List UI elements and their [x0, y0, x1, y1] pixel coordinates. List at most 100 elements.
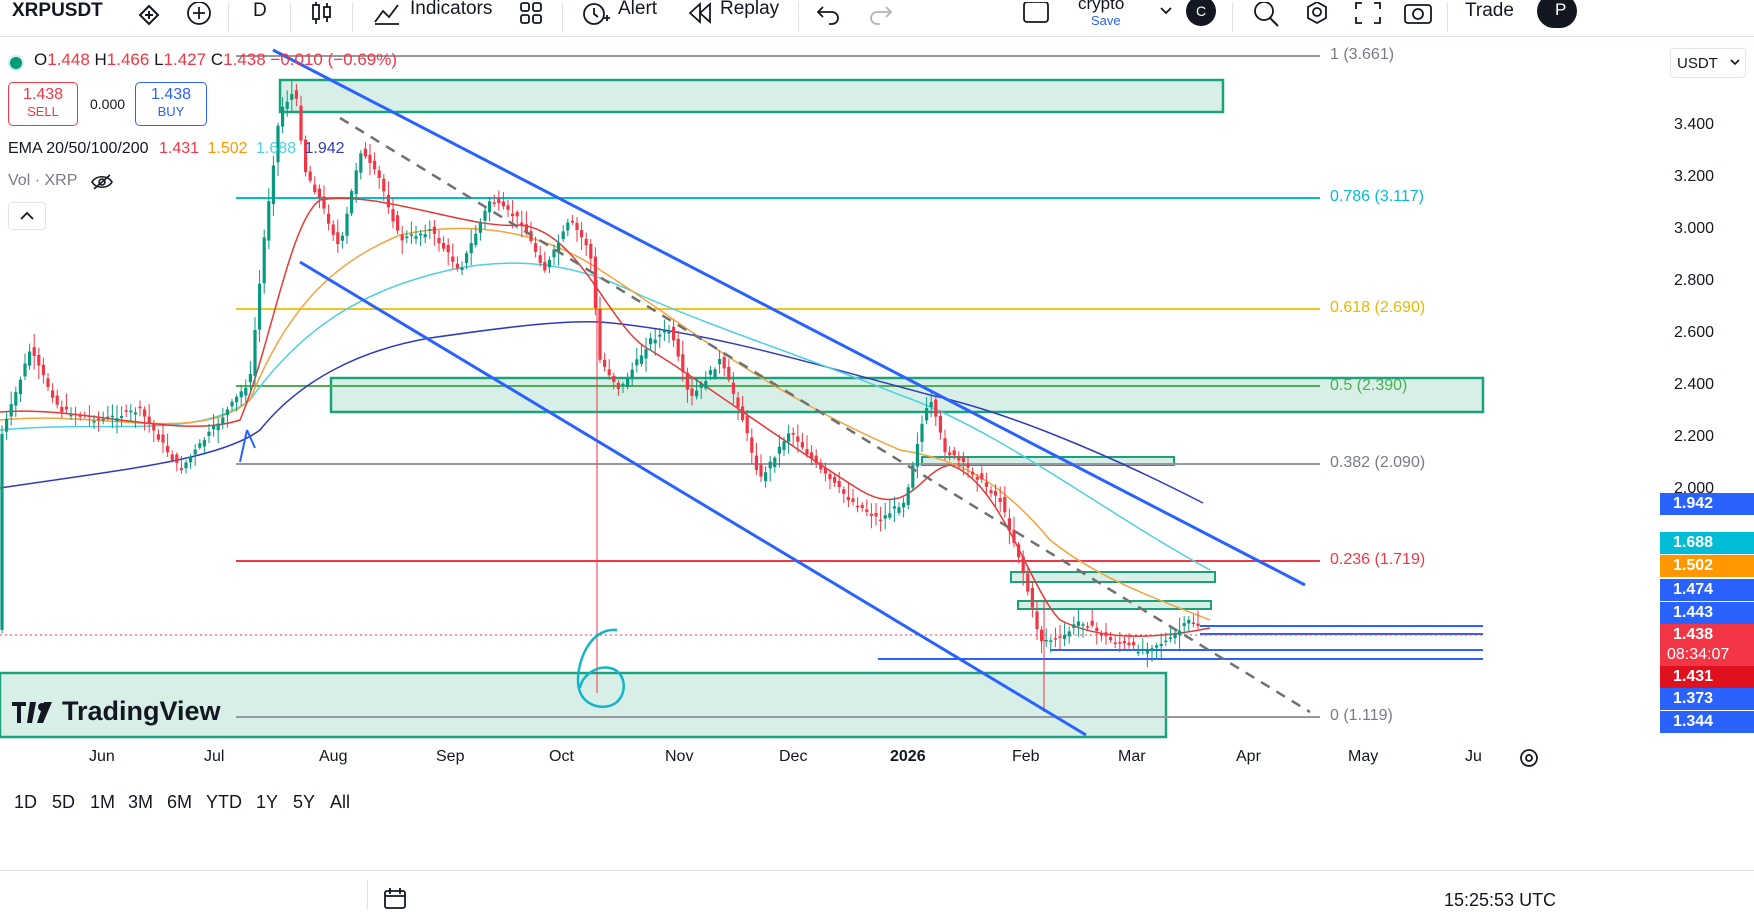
candle-body [621, 383, 625, 386]
candle-body [750, 437, 754, 453]
candle-body [649, 338, 653, 345]
candle-body [869, 513, 873, 516]
chart-pane[interactable]: TradingView [0, 40, 1660, 830]
candle-body [515, 212, 519, 217]
zone-1.7[interactable] [1010, 571, 1216, 583]
trade-button[interactable]: Trade [1465, 0, 1514, 21]
chart-type-button[interactable] [308, 0, 336, 34]
candle-body [322, 196, 326, 209]
templates-button[interactable] [517, 0, 547, 34]
utc-clock[interactable]: 15:25:53 UTC [1444, 890, 1557, 910]
market-status-dot[interactable] [8, 55, 24, 71]
candle-body [543, 262, 547, 271]
candle-body [1132, 642, 1136, 646]
handwritten-six-annotation[interactable] [576, 628, 625, 708]
goto-date-calendar-icon[interactable] [382, 886, 410, 912]
candle-body [1072, 624, 1076, 628]
candle-body [248, 373, 252, 383]
candle-body [1049, 640, 1053, 642]
save-link[interactable]: Save [1091, 13, 1121, 28]
undo-button[interactable] [815, 0, 843, 34]
range-button-6m[interactable]: 6M [167, 792, 193, 812]
eye-hidden-icon[interactable] [90, 172, 114, 192]
chevron-down-icon [1160, 7, 1172, 15]
candle-body [580, 230, 584, 238]
publish-button[interactable]: P [1537, 0, 1577, 28]
indicators-button[interactable]: Indicators [372, 0, 492, 34]
compare-symbol-button[interactable] [134, 0, 164, 34]
candle-body [308, 171, 312, 181]
candle-body [906, 487, 910, 505]
candle-body [235, 396, 239, 403]
candle-body [975, 476, 979, 480]
ema-legend[interactable]: EMA 20/50/100/200 1.431 1.502 1.688 1.94… [8, 140, 345, 158]
range-button-1d[interactable]: 1D [14, 792, 38, 812]
layout-menu-button[interactable] [1158, 4, 1174, 23]
interval-button[interactable]: D [253, 0, 267, 21]
redo-button[interactable] [866, 0, 894, 34]
range-button-5y[interactable]: 5Y [293, 792, 316, 812]
candle-body [368, 154, 372, 163]
currency-select[interactable]: USDT [1670, 48, 1746, 78]
ema-50-line [0, 227, 1211, 621]
channel-lower-trendline[interactable] [299, 260, 1087, 737]
avatar[interactable]: C [1186, 0, 1216, 26]
ema-20-line [0, 197, 1211, 637]
candle-body [230, 401, 234, 407]
candles-icon [312, 2, 331, 24]
range-button-all[interactable]: All [330, 792, 351, 812]
snapshot-button[interactable] [1403, 0, 1435, 34]
candle-body [1063, 634, 1067, 640]
layout-name[interactable]: crypto [1078, 0, 1125, 13]
settings-button[interactable] [1302, 0, 1332, 34]
low-label: L [154, 50, 164, 69]
candle-body [929, 402, 933, 407]
candle-body [69, 414, 73, 417]
fullscreen-button[interactable] [1353, 0, 1383, 34]
range-button-5d[interactable]: 5D [52, 792, 76, 812]
candle-body [943, 438, 947, 453]
collapse-legend-button[interactable] [8, 202, 46, 230]
candle-body [1021, 556, 1025, 574]
sell-button[interactable]: 1.438 SELL [8, 82, 78, 126]
candle-body [0, 433, 4, 630]
candle-body [474, 233, 478, 245]
midline-dashed[interactable] [339, 116, 1311, 714]
demand-zone-bottom[interactable] [0, 671, 1168, 739]
layout-toggle-button[interactable] [1022, 0, 1052, 34]
candle-body [101, 418, 105, 421]
chart-settings-gear-icon[interactable] [1517, 746, 1541, 770]
candle-body [658, 334, 662, 337]
candle-body [1118, 642, 1122, 644]
candle-body [879, 519, 883, 522]
range-button-1m[interactable]: 1M [90, 792, 116, 812]
divider [367, 880, 368, 910]
candle-body [133, 412, 137, 415]
candle-body [856, 505, 860, 508]
range-button-3m[interactable]: 3M [128, 792, 154, 812]
zone-1.6[interactable] [1017, 600, 1212, 610]
add-symbol-button[interactable] [184, 0, 214, 34]
range-button-ytd[interactable]: YTD [206, 792, 242, 812]
price-candles[interactable] [0, 81, 1200, 712]
symbol-search-button[interactable]: XRPUSDT [12, 0, 103, 21]
candle-body [1099, 633, 1103, 636]
supply-zone-top[interactable] [278, 78, 1225, 114]
buy-button[interactable]: 1.438 BUY [135, 82, 207, 126]
high-label: H [94, 50, 107, 69]
candle-body [603, 359, 607, 367]
volume-legend[interactable]: Vol · XRP [8, 172, 77, 190]
candle-body [754, 455, 758, 470]
zone-0.5-level[interactable] [329, 376, 1485, 414]
fib-label: 0 (1.119) [1330, 707, 1393, 724]
channel-upper-trendline[interactable] [272, 48, 1306, 587]
quick-search-button[interactable] [1252, 0, 1282, 34]
candle-body [653, 339, 657, 344]
replay-button[interactable]: Replay [686, 0, 779, 34]
alert-button[interactable]: Alert [580, 0, 657, 34]
price-tag: 1.502 [1660, 555, 1754, 577]
range-button-1y[interactable]: 1Y [256, 792, 279, 812]
candle-body [1007, 518, 1011, 531]
ema-200-line [0, 320, 1204, 504]
candle-body [984, 482, 988, 487]
